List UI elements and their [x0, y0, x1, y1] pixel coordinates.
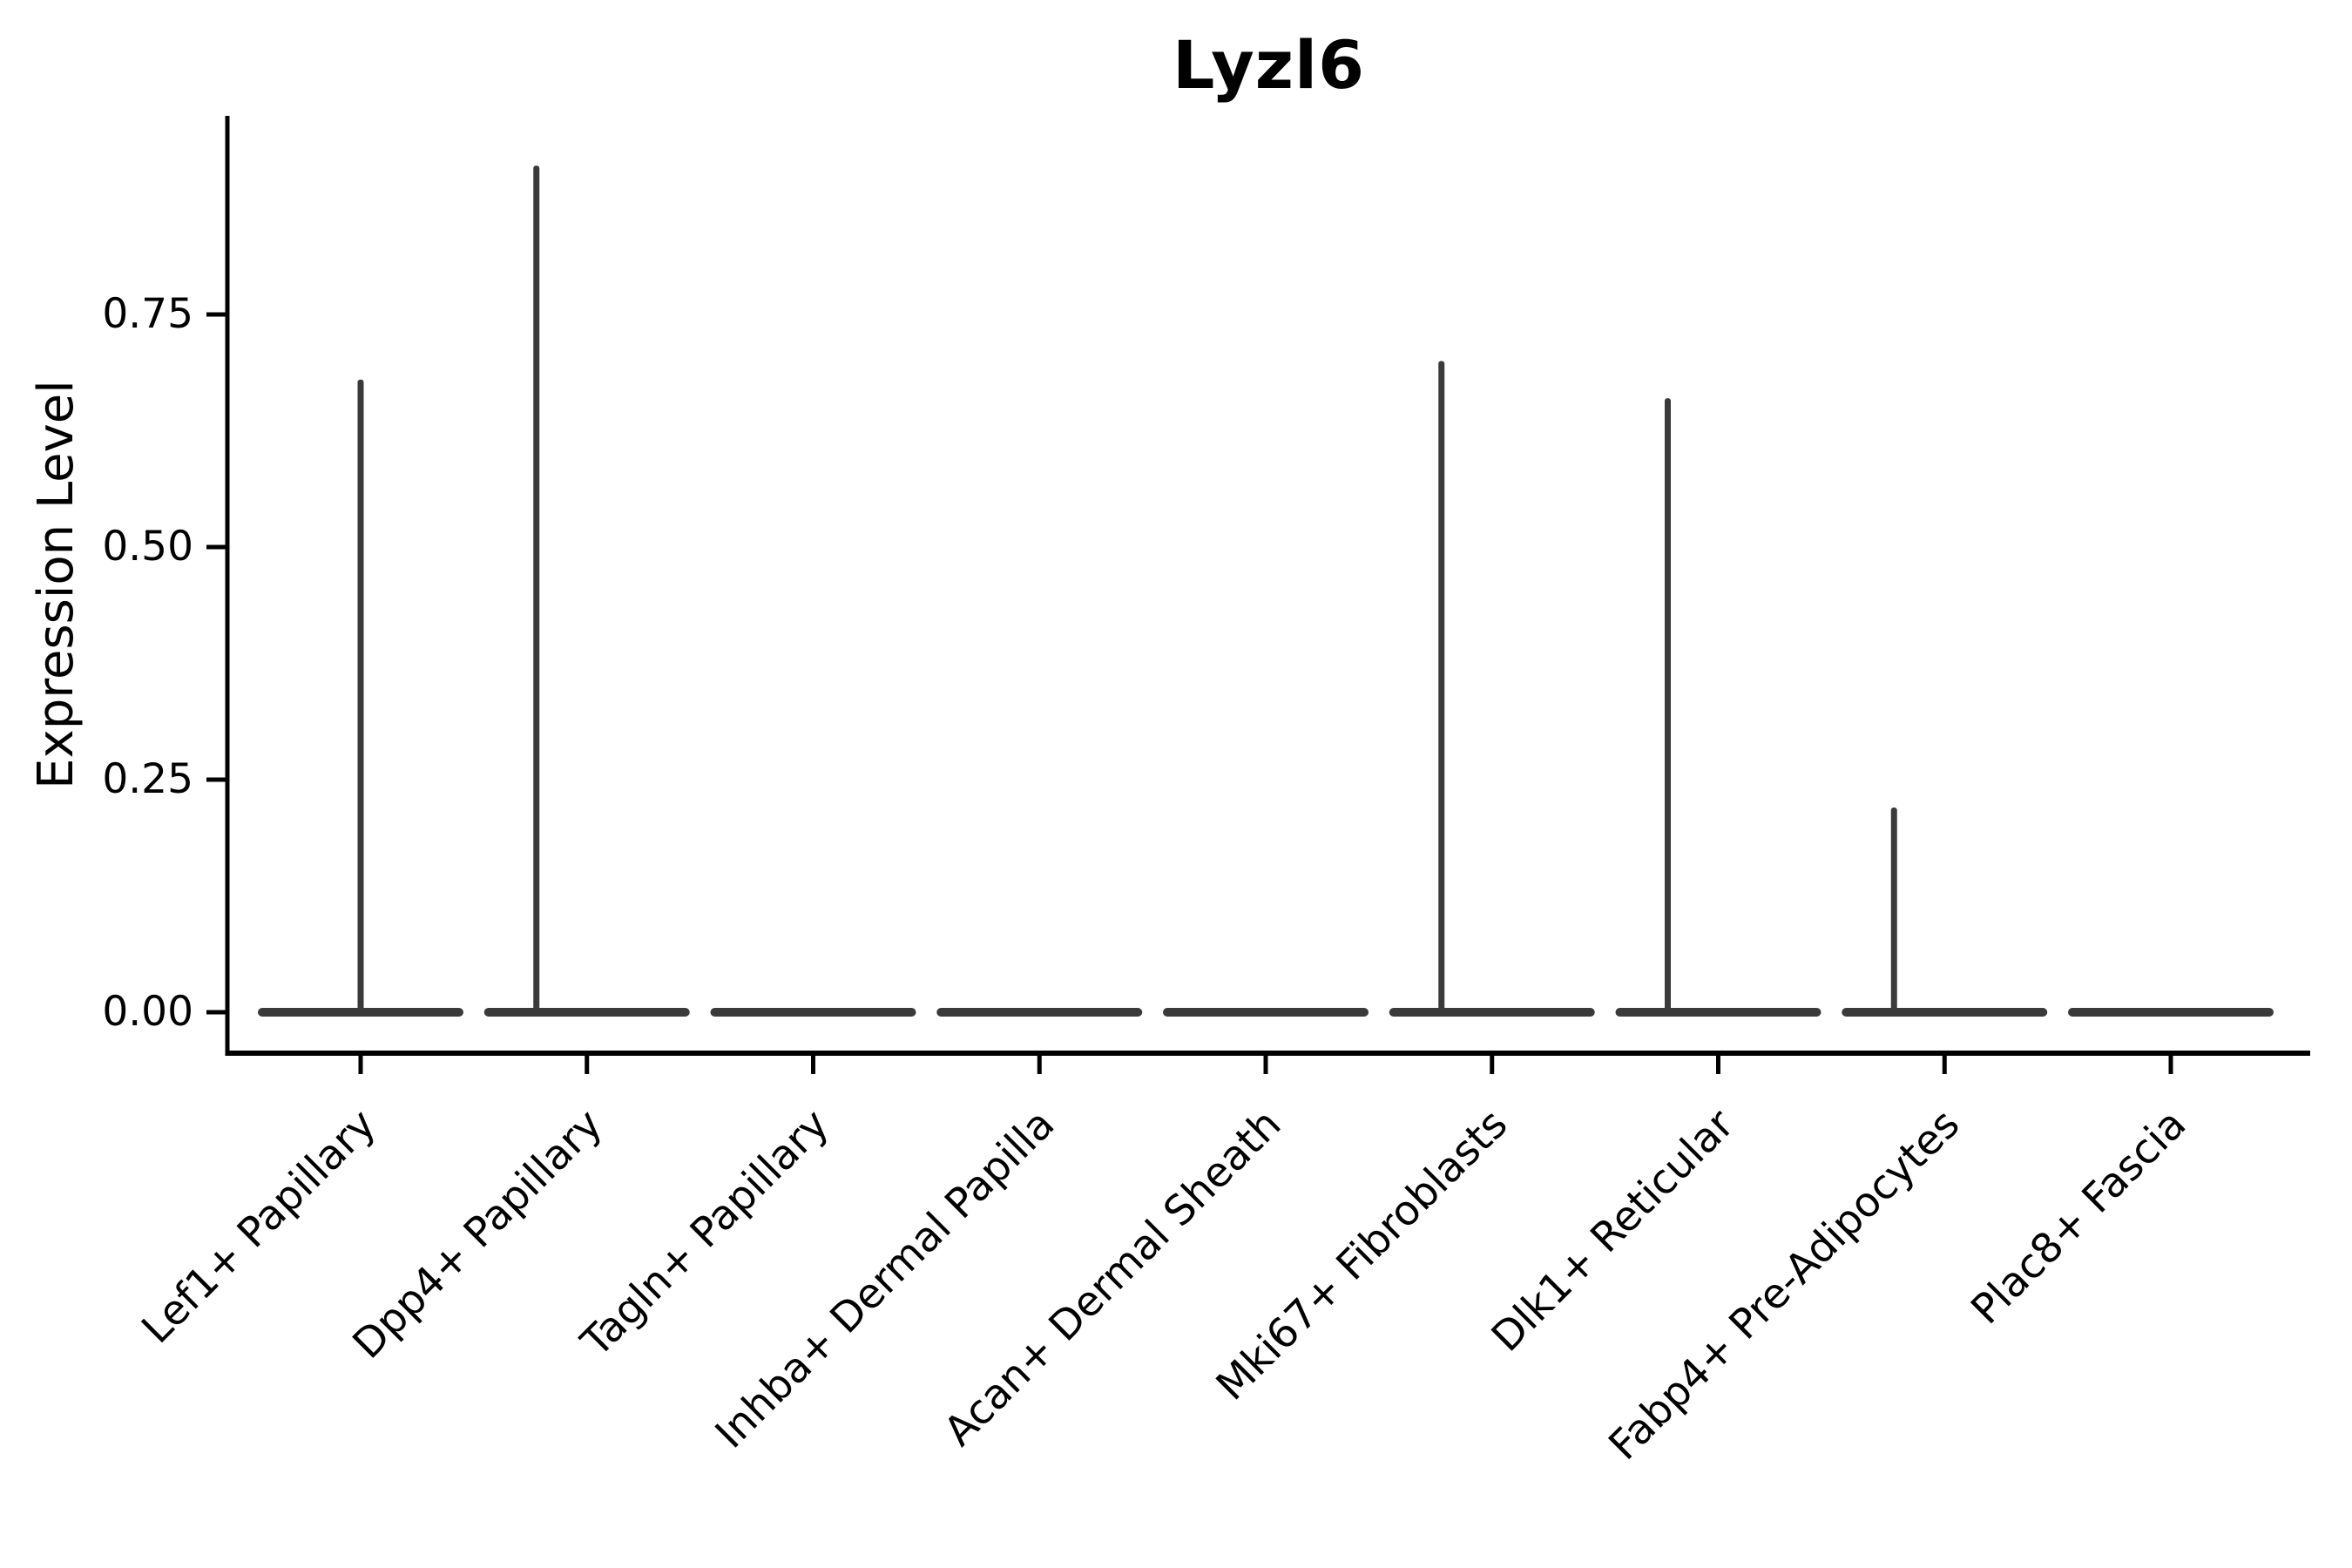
violin-spike — [357, 379, 364, 1012]
violin-body — [2068, 1008, 2274, 1017]
y-tick-label: 0.50 — [102, 523, 193, 571]
violin-spike — [1890, 808, 1897, 1012]
violin-body — [710, 1008, 916, 1017]
y-tick-label: 0.25 — [102, 755, 193, 803]
violin-body — [1163, 1008, 1369, 1017]
violin-body — [1615, 1008, 1821, 1017]
violin-body — [936, 1008, 1143, 1017]
y-tick-label: 0.00 — [102, 988, 193, 1036]
violin-body — [483, 1008, 690, 1017]
y-tick-label: 0.75 — [102, 290, 193, 338]
violin-spike — [1665, 398, 1671, 1012]
violin-spike — [533, 166, 540, 1012]
chart-title: Lyzl6 — [1173, 26, 1365, 104]
violin-body — [1389, 1008, 1595, 1017]
violin-spike — [1438, 361, 1445, 1012]
violin-body — [1842, 1008, 2048, 1017]
